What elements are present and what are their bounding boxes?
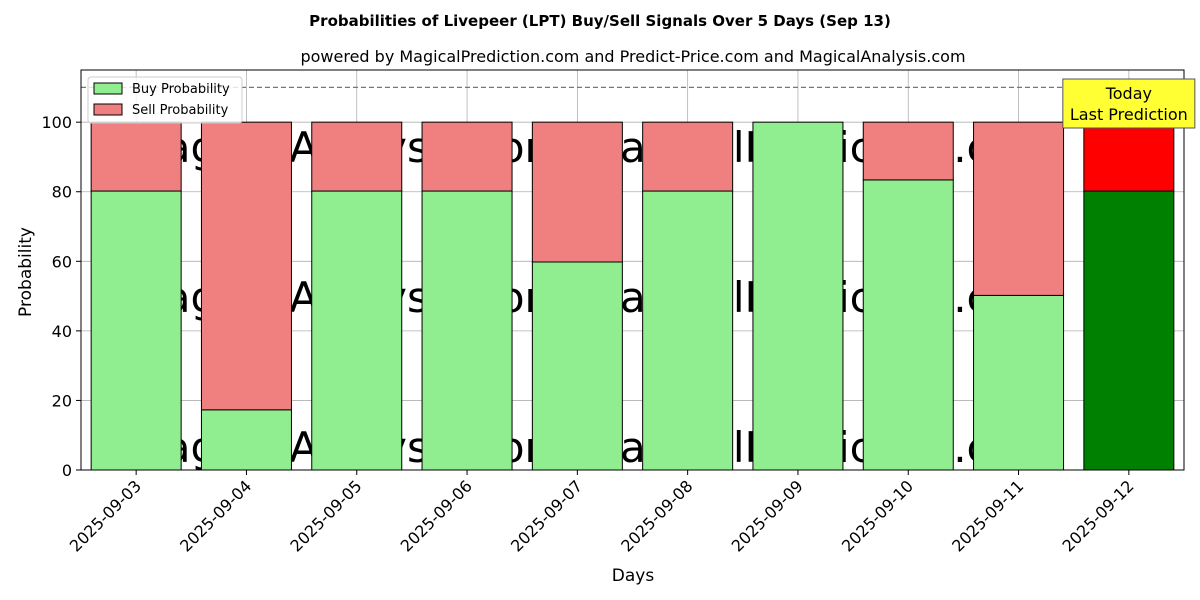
buy-bar xyxy=(752,121,844,471)
x-tick-label: 2025-09-12 xyxy=(1058,476,1137,555)
legend-label: Sell Probability xyxy=(132,103,229,118)
buy-bar xyxy=(90,190,182,471)
sell-bar xyxy=(421,121,513,192)
x-tick-label: 2025-09-06 xyxy=(397,476,476,555)
today-annotation: Today Last Prediction xyxy=(1062,78,1196,129)
y-tick-label: 100 xyxy=(41,113,72,132)
y-tick-label: 40 xyxy=(52,322,72,341)
y-tick-label: 20 xyxy=(52,391,72,410)
sell-bar xyxy=(200,121,292,411)
x-tick-label: 2025-09-05 xyxy=(286,476,365,555)
sell-bar xyxy=(311,121,403,192)
annotation-box xyxy=(1062,78,1196,129)
y-axis-label: Probability xyxy=(16,227,36,317)
chart-title: Probabilities of Livepeer (LPT) Buy/Sell… xyxy=(309,12,891,30)
legend-box xyxy=(87,76,243,124)
annotation-line-1: Today xyxy=(1105,84,1152,103)
buy-bar xyxy=(200,409,292,471)
bars xyxy=(90,121,1175,471)
legend-swatch xyxy=(93,82,123,95)
legend-label: Buy Probability xyxy=(132,82,230,97)
sell-bar xyxy=(973,121,1065,296)
y-tick-label: 80 xyxy=(52,183,72,202)
y-tick-label: 60 xyxy=(52,252,72,271)
x-axis-label: Days xyxy=(612,566,655,586)
buy-bar xyxy=(531,261,623,471)
plot-frame xyxy=(80,69,1185,471)
buy-bar xyxy=(973,294,1065,471)
sell-bar xyxy=(1083,121,1175,192)
x-tick-label: 2025-09-03 xyxy=(66,476,145,555)
sell-bar xyxy=(862,121,954,181)
legend: Buy Probability Sell Probability xyxy=(87,76,243,124)
buy-bar xyxy=(862,179,954,471)
x-tick-label: 2025-09-09 xyxy=(728,476,807,555)
buy-bar xyxy=(311,190,403,471)
y-tick-label: 0 xyxy=(62,461,72,480)
x-tick-label: 2025-09-07 xyxy=(507,476,586,555)
sell-bar xyxy=(90,121,182,192)
buy-bar xyxy=(1083,190,1175,471)
annotation-line-2: Last Prediction xyxy=(1070,105,1188,124)
x-tick-label: 2025-09-04 xyxy=(176,476,255,555)
chart-subtitle: powered by MagicalPrediction.com and Pre… xyxy=(300,47,965,66)
legend-swatch xyxy=(93,103,123,116)
x-tick-label: 2025-09-11 xyxy=(948,476,1027,555)
x-tick-label: 2025-09-08 xyxy=(617,476,696,555)
sell-bar xyxy=(642,121,734,192)
buy-bar xyxy=(421,190,513,471)
x-tick-label: 2025-09-10 xyxy=(838,476,917,555)
buy-bar xyxy=(642,190,734,471)
sell-bar xyxy=(531,121,623,263)
